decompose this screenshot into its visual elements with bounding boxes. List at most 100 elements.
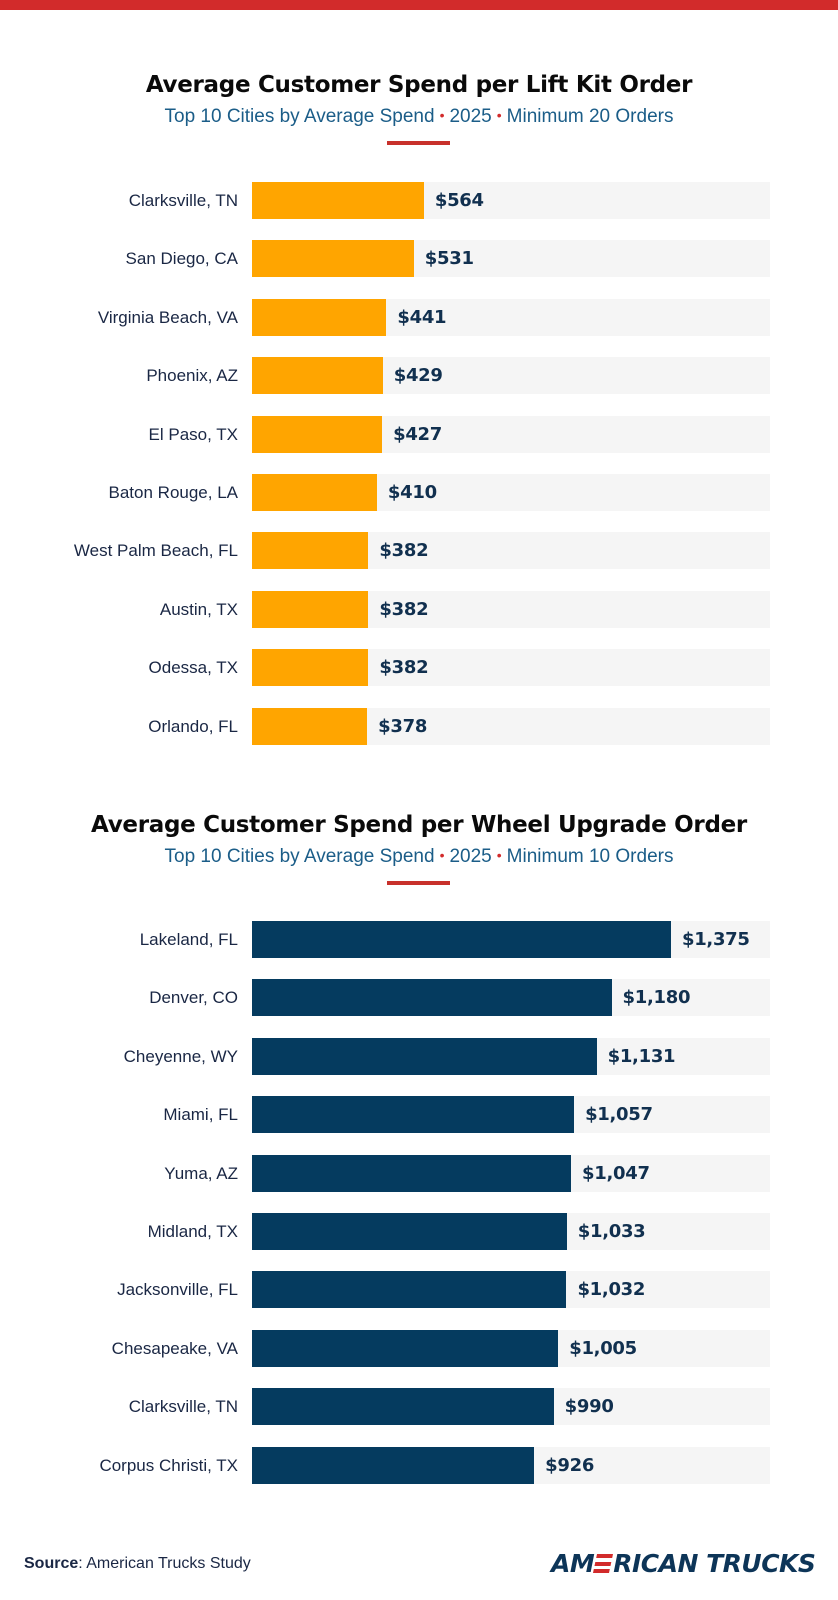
city-label: Cheyenne, WY	[123, 1046, 238, 1066]
bar-track: $1,047	[252, 1154, 770, 1192]
bar	[252, 1388, 554, 1426]
city-label: Lakeland, FL	[139, 930, 238, 949]
value-label: $410	[387, 482, 437, 503]
city-label: Jacksonville, FL	[117, 1280, 238, 1300]
city-label: Orlando, FL	[148, 716, 238, 736]
bar-row: Clarksville, TN $564	[0, 182, 838, 219]
value-label: $1,047	[582, 1162, 650, 1184]
value-label: $1,057	[585, 1104, 653, 1126]
city-label: Corpus Christi, TX	[99, 1455, 238, 1475]
city-label: Miami, FL	[163, 1105, 238, 1125]
bar-row: Phoenix, AZ $429	[0, 357, 838, 395]
value-label: $531	[424, 248, 474, 270]
bar	[252, 1037, 597, 1075]
bar-row: Miami, FL $1,057	[0, 1096, 838, 1134]
subtitle-part: Top 10 Cities by Average Spend	[164, 846, 435, 867]
bar	[252, 182, 424, 219]
city-label: Odessa, TX	[148, 658, 238, 678]
value-label: $1,032	[577, 1279, 646, 1301]
bar	[252, 357, 383, 395]
bar-track: $441	[252, 298, 770, 336]
bar	[252, 532, 369, 570]
top-accent-band	[0, 0, 838, 10]
bar-row: Jacksonville, FL $1,032	[0, 1271, 838, 1309]
bar-row: Baton Rouge, LA $410	[0, 474, 838, 511]
bar-row: Austin, TX $382	[0, 590, 838, 628]
bar-row: Virginia Beach, VA $441	[0, 298, 838, 336]
bar-track: $410	[252, 474, 770, 511]
city-label: Austin, TX	[159, 599, 238, 619]
city-label: El Paso, TX	[148, 424, 238, 444]
bar-row: Cheyenne, WY $1,131	[0, 1037, 838, 1075]
bar-row: Odessa, TX $382	[0, 649, 838, 687]
bar-row: Yuma, AZ $1,047	[0, 1154, 838, 1192]
bar-track: $926	[252, 1446, 770, 1484]
logo-text-left: AM	[551, 1549, 595, 1578]
bar	[252, 1329, 559, 1367]
city-label: Denver, CO	[149, 988, 238, 1008]
city-label: Chesapeake, VA	[111, 1338, 238, 1358]
value-label: $1,180	[622, 987, 691, 1009]
bar	[252, 921, 671, 958]
bar	[252, 1154, 572, 1192]
city-label: West Palm Beach, FL	[73, 541, 238, 561]
value-label: $1,375	[681, 929, 750, 950]
value-label: $427	[393, 423, 443, 445]
bar-track: $531	[252, 240, 770, 278]
bar	[252, 1096, 575, 1134]
value-label: $926	[545, 1454, 595, 1476]
subtitle-part: Minimum 10 Orders	[506, 846, 674, 867]
bar	[252, 979, 612, 1017]
bar-track: $1,375	[252, 921, 770, 958]
city-label: Midland, TX	[147, 1222, 238, 1241]
bar	[252, 1213, 567, 1250]
value-label: $564	[434, 190, 484, 211]
bar-track: $1,180	[252, 979, 770, 1017]
value-label: $382	[379, 598, 429, 620]
bar-track: $564	[252, 182, 770, 219]
city-label: Clarksville, TN	[128, 191, 238, 210]
subtitle-part: Top 10 Cities by Average Spend	[164, 106, 435, 127]
bullet-separator: •	[439, 107, 445, 123]
bar	[252, 298, 387, 336]
bar-row: Midland, TX $1,033	[0, 1213, 838, 1250]
value-label: $382	[379, 657, 429, 679]
bar-row: San Diego, CA $531	[0, 240, 838, 278]
title-underline	[387, 881, 450, 885]
subtitle-part: 2025	[449, 846, 492, 867]
bar	[252, 474, 377, 511]
red-stripes-e-icon	[593, 1554, 614, 1573]
subtitle-part: 2025	[449, 106, 492, 127]
value-label: $429	[393, 365, 443, 387]
bar-row: Chesapeake, VA $1,005	[0, 1329, 838, 1367]
bar-row: Lakeland, FL $1,375	[0, 921, 838, 958]
city-label: Virginia Beach, VA	[97, 307, 238, 327]
bar	[252, 707, 368, 745]
bar-track: $1,033	[252, 1213, 770, 1250]
logo-text-right: RICAN TRUCKS	[613, 1549, 816, 1578]
chart-title: Average Customer Spend per Wheel Upgrade…	[91, 812, 747, 838]
bar-track: $427	[252, 415, 770, 453]
bar-track: $1,005	[252, 1329, 770, 1367]
title-underline	[387, 141, 450, 145]
bar-track: $1,032	[252, 1271, 770, 1309]
bullet-separator: •	[439, 847, 445, 863]
bar-track: $990	[252, 1388, 770, 1426]
bar	[252, 590, 369, 628]
city-label: Phoenix, AZ	[146, 366, 238, 386]
bar-row: Corpus Christi, TX $926	[0, 1446, 838, 1484]
american-trucks-logo: AM RICAN TRUCKS	[551, 1549, 816, 1578]
source-text: : American Trucks Study	[78, 1555, 251, 1572]
source-label: Source	[24, 1555, 79, 1572]
bar-track: $429	[252, 357, 770, 395]
value-label: $382	[379, 540, 429, 562]
bar-row: Denver, CO $1,180	[0, 979, 838, 1017]
bar-track: $382	[252, 532, 770, 570]
city-label: Baton Rouge, LA	[108, 483, 238, 502]
bar	[252, 1271, 567, 1309]
chart-subtitle: Top 10 Cities by Average Spend • 2025 • Mini…	[0, 106, 838, 128]
bar	[252, 649, 369, 687]
value-label: $441	[397, 306, 447, 328]
bar-track: $1,057	[252, 1096, 770, 1134]
bar-row: West Palm Beach, FL $382	[0, 532, 838, 570]
